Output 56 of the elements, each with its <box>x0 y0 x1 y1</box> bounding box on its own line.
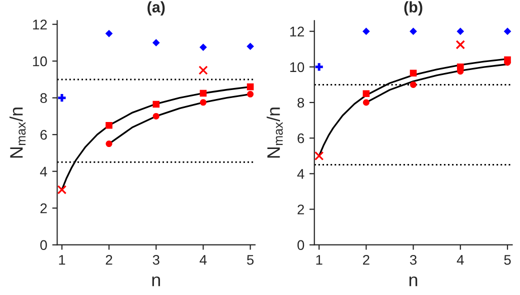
point <box>200 44 207 51</box>
chart-title: (b) <box>404 1 422 16</box>
y-tick-label: 0 <box>40 240 47 250</box>
y-tick-label: 12 <box>290 26 304 36</box>
x-tick-label: 2 <box>106 254 112 265</box>
point <box>456 40 466 50</box>
x-tick-label: 2 <box>363 254 370 265</box>
x-tick-label: 5 <box>247 255 254 265</box>
x-axis-title: n <box>152 276 160 286</box>
point <box>106 122 112 129</box>
point <box>152 112 160 120</box>
y-tick-label: 2 <box>298 204 304 214</box>
x-tick-label: 3 <box>410 254 417 265</box>
point <box>246 83 254 90</box>
y-tick-label: 2 <box>40 203 47 214</box>
y-tick-label: 10 <box>290 62 304 72</box>
y-tick-label: 6 <box>298 133 304 144</box>
x-tick-label: 5 <box>504 255 511 265</box>
y-tick-label: 8 <box>298 98 304 108</box>
y-tick-label: 6 <box>40 130 47 140</box>
point <box>200 90 207 97</box>
y-tick-label: 0 <box>297 240 304 250</box>
x-tick-label: 4 <box>200 255 207 265</box>
x-tick-label: 1 <box>316 255 322 265</box>
point <box>105 30 113 38</box>
y-tick-label: 4 <box>297 169 304 179</box>
x-tick-label: 4 <box>456 255 464 265</box>
point <box>247 90 254 98</box>
point <box>362 28 370 35</box>
x-tick-label: 3 <box>152 254 160 265</box>
point <box>456 28 464 35</box>
y-axis-title: N$_{max}$/n <box>10 108 26 158</box>
point <box>410 70 417 77</box>
point <box>198 66 208 75</box>
point <box>200 99 206 106</box>
point <box>315 63 323 71</box>
point <box>314 151 324 161</box>
point <box>246 42 254 50</box>
point <box>362 90 370 98</box>
y-tick-label: 10 <box>33 56 47 66</box>
x-tick-label: 1 <box>59 255 66 265</box>
chart-title: (a) <box>148 1 165 16</box>
y-axis-title: N$_{max}$/n <box>266 108 283 158</box>
point <box>362 99 370 106</box>
y-tick-label: 12 <box>33 20 47 30</box>
x-axis-title: n <box>409 276 418 286</box>
point <box>152 39 160 46</box>
y-tick-label: 8 <box>40 93 47 104</box>
y-tick-label: 4 <box>40 166 48 176</box>
point <box>504 28 512 35</box>
point <box>410 81 417 88</box>
point <box>106 140 112 148</box>
point <box>152 100 160 108</box>
point <box>410 28 417 35</box>
point <box>58 94 66 102</box>
point <box>57 185 67 194</box>
